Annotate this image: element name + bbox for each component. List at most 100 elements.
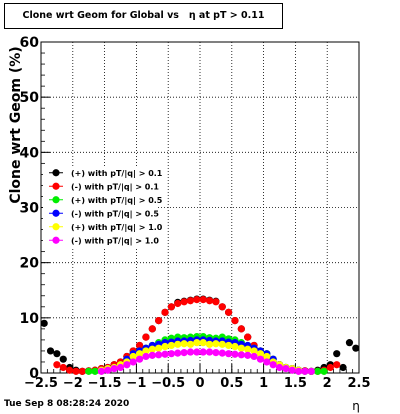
data-point	[231, 342, 239, 351]
data-point	[256, 350, 265, 358]
data-point	[161, 350, 169, 358]
data-point	[186, 297, 195, 305]
data-point	[326, 363, 334, 372]
data-point	[104, 366, 112, 374]
data-point	[199, 339, 207, 347]
data-point	[282, 364, 290, 373]
data-point	[78, 367, 86, 375]
data-point	[218, 349, 226, 357]
data-point	[129, 358, 137, 366]
y-tick-label: 10	[20, 311, 40, 327]
data-point	[333, 350, 341, 358]
data-point	[250, 347, 258, 355]
legend-marker	[52, 223, 60, 231]
x-tick-label: −2.5	[24, 376, 58, 391]
data-point	[180, 340, 188, 348]
data-point	[301, 367, 309, 375]
data-point	[72, 367, 80, 375]
data-point	[193, 339, 201, 347]
series-5	[97, 348, 315, 375]
data-point	[225, 350, 233, 358]
legend-marker	[52, 209, 60, 217]
data-point	[110, 364, 118, 373]
data-point	[155, 344, 163, 352]
data-point	[205, 348, 214, 356]
x-tick-label: −0.5	[151, 376, 185, 391]
data-point	[193, 348, 201, 356]
data-point	[142, 333, 150, 341]
data-point	[307, 367, 315, 375]
y-tick-label: 40	[20, 145, 40, 161]
data-point	[199, 296, 207, 304]
data-point	[345, 339, 354, 347]
data-point	[167, 350, 175, 358]
data-point	[333, 361, 341, 369]
legend-label: (+) with pT/|q| > 0.5	[71, 196, 163, 205]
y-tick-label: 50	[20, 90, 40, 106]
data-point	[212, 348, 220, 357]
data-point	[180, 298, 188, 306]
data-point	[212, 340, 220, 348]
x-tick-label: −1.5	[88, 376, 122, 391]
data-point	[225, 341, 233, 350]
data-point	[135, 355, 144, 363]
legend-label: (-) with pT/|q| > 1.0	[71, 236, 159, 245]
legend-box	[43, 166, 158, 247]
data-point	[314, 367, 322, 375]
data-point	[167, 341, 175, 350]
legend-label: (+) with pT/|q| > 0.1	[71, 169, 163, 178]
x-tick-label: 0	[195, 376, 204, 391]
data-point	[269, 361, 277, 369]
y-tick-label: 20	[20, 256, 40, 272]
data-markers	[40, 295, 360, 375]
data-point	[148, 325, 156, 333]
data-point	[174, 340, 182, 348]
title-box: Clone wrt Geom for Global vs η at pT > 0…	[4, 3, 283, 29]
data-point	[218, 303, 226, 311]
data-point	[59, 355, 67, 363]
data-point	[199, 348, 207, 356]
x-tick-label: 1	[259, 376, 268, 391]
data-point	[218, 340, 226, 348]
data-point	[186, 348, 195, 356]
data-point	[161, 342, 169, 351]
legend-marker	[52, 196, 60, 204]
data-point	[161, 308, 169, 316]
data-point	[148, 351, 156, 359]
data-point	[46, 347, 55, 355]
data-point	[142, 347, 150, 355]
data-point	[40, 319, 48, 327]
legend-marker	[52, 169, 60, 177]
legend: (+) with pT/|q| > 0.1 (-) with pT/|q| > 0…	[43, 166, 163, 247]
data-point	[244, 345, 252, 353]
data-point	[237, 325, 245, 333]
y-tick-label: 60	[20, 35, 40, 51]
data-point	[155, 316, 163, 325]
data-point	[66, 366, 74, 374]
data-point	[294, 367, 303, 375]
x-tick-label: 2	[323, 376, 332, 391]
data-point	[135, 341, 144, 350]
data-point	[231, 316, 239, 325]
data-point	[116, 363, 125, 372]
data-point	[123, 361, 131, 369]
data-point	[288, 366, 296, 374]
data-point	[244, 351, 252, 359]
data-point	[174, 349, 182, 357]
x-axis-label: η	[352, 399, 360, 413]
data-point	[231, 350, 239, 358]
legend-label: (-) with pT/|q| > 0.1	[71, 182, 159, 191]
y-tick-label: 0	[29, 366, 39, 382]
x-tick-label: −2	[63, 376, 83, 391]
data-point	[129, 352, 137, 361]
data-point	[53, 350, 61, 358]
axis-ticks: −2.5 −2 −1.5 −1 −0.5 0 0.5 1 1.5 2 2.5 0 10 20 30 40 50 6…	[20, 35, 371, 391]
timestamp: Tue Sep 8 08:28:24 2020	[4, 399, 130, 409]
legend-marker	[52, 236, 60, 244]
x-tick-label: 1.5	[284, 376, 307, 391]
x-tick-label: 2.5	[347, 376, 370, 391]
data-point	[155, 351, 163, 359]
data-point	[193, 296, 201, 304]
data-point	[97, 367, 106, 375]
